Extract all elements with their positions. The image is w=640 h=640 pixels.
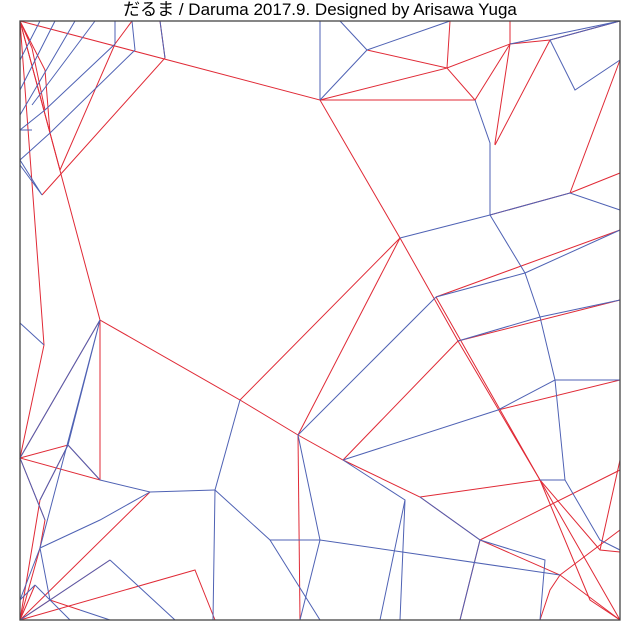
paper-border (19, 20, 621, 621)
valley-folds (19, 20, 621, 621)
diagram-title: だるま / Daruma 2017.9. Designed by Arisawa… (123, 0, 517, 19)
mountain-folds (19, 20, 621, 621)
